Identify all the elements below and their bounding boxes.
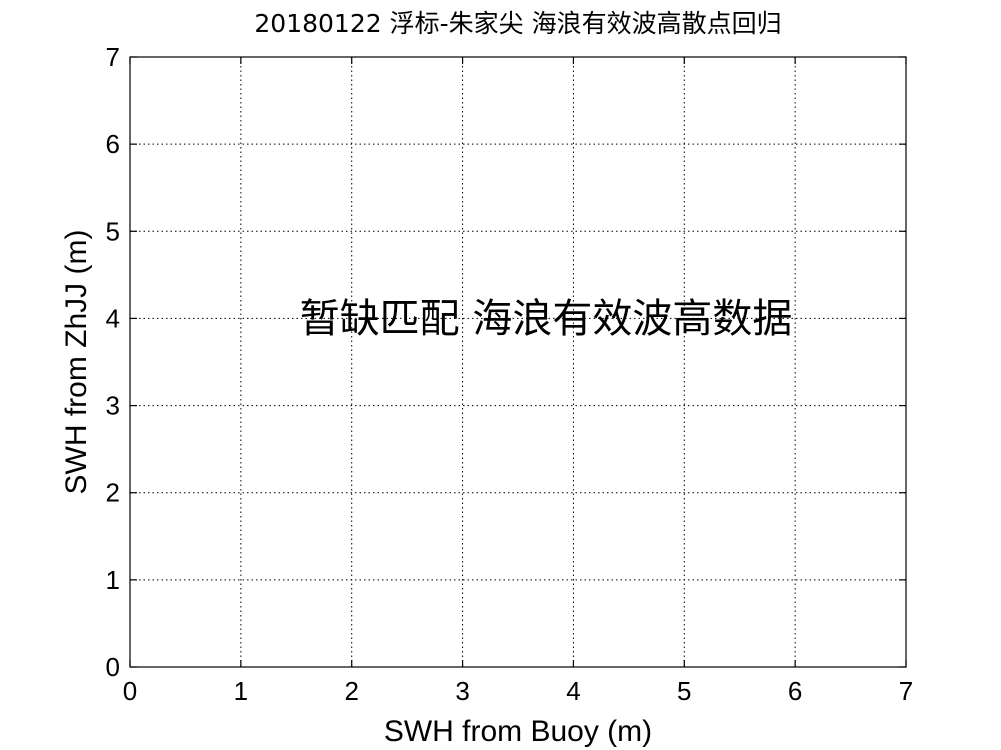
x-tick-label: 6 [788,676,802,706]
y-tick-labels: 0 1 2 3 4 5 6 7 [106,42,120,682]
chart-title: 20180122 浮标-朱家尖 海浪有效波高散点回归 [254,9,781,38]
x-tick-label: 0 [123,676,137,706]
x-axis-label: SWH from Buoy (m) [384,715,652,748]
y-axis-label: SWH from ZhJJ (m) [60,230,93,495]
x-tick-label: 7 [899,676,913,706]
x-tick-label: 4 [566,676,580,706]
y-tick-label: 1 [106,565,120,595]
y-tick-label: 5 [106,216,120,246]
y-tick-label: 4 [106,303,120,333]
y-tick-label: 0 [106,652,120,682]
y-tick-label: 7 [106,42,120,72]
x-tick-labels: 0 1 2 3 4 5 6 7 [123,676,913,706]
plot-area-frame [129,56,907,668]
x-tick-label: 1 [234,676,248,706]
x-tick-label: 5 [677,676,691,706]
axis-ticks [129,56,907,668]
no-data-annotation: 暂缺匹配 海浪有效波高数据 [300,296,793,342]
x-tick-label: 3 [455,676,469,706]
y-tick-label: 6 [106,129,120,159]
y-tick-label: 3 [106,391,120,421]
grid-lines [130,57,906,667]
x-tick-label: 2 [344,676,358,706]
y-tick-label: 2 [106,478,120,508]
